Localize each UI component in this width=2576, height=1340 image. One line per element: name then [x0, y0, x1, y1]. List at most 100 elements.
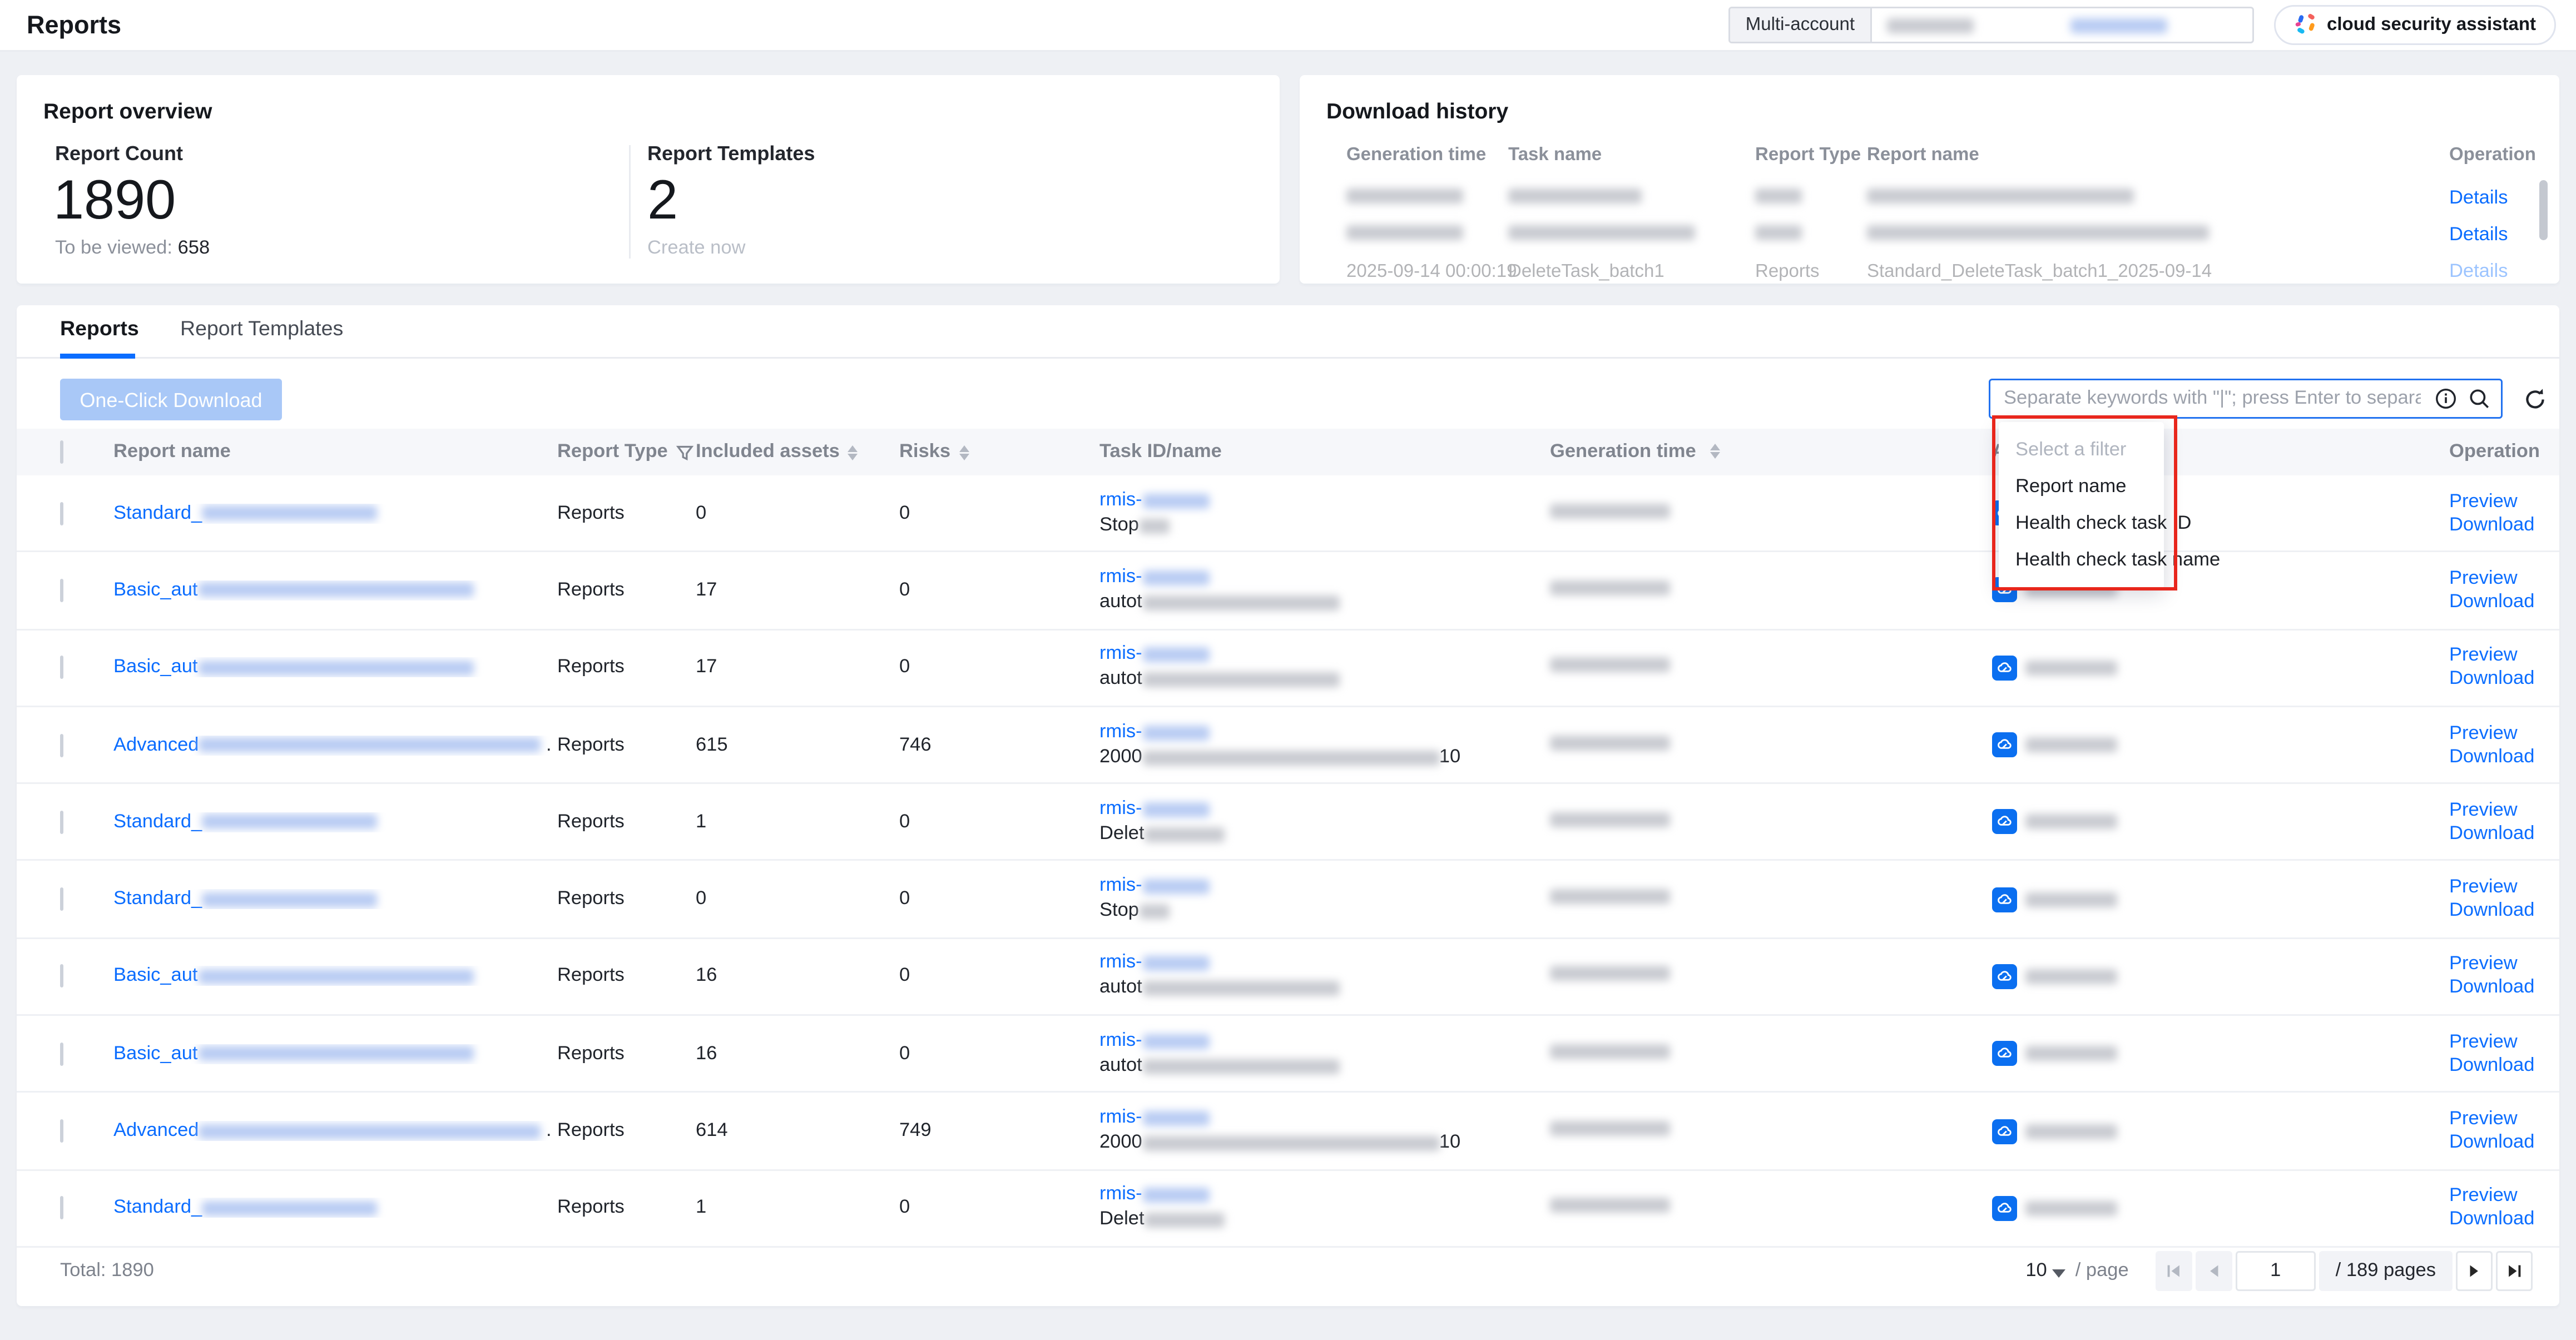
- next-page-button[interactable]: [2456, 1251, 2493, 1291]
- download-link[interactable]: Download: [2449, 978, 2535, 999]
- included-assets-cell: 0: [696, 503, 707, 523]
- page-size-select[interactable]: 10: [2025, 1261, 2065, 1281]
- row-checkbox[interactable]: [60, 733, 63, 757]
- preview-link[interactable]: Preview: [2449, 800, 2518, 821]
- sort-generation-time-icon[interactable]: [1710, 444, 1720, 460]
- redacted-account-name: [2025, 660, 2117, 676]
- preview-link[interactable]: Preview: [2449, 955, 2518, 975]
- download-link[interactable]: Download: [2449, 1055, 2535, 1076]
- sort-included-assets-icon[interactable]: [848, 444, 858, 460]
- search-icon[interactable]: [2468, 387, 2491, 410]
- report-name-link[interactable]: Standard_: [113, 1198, 202, 1218]
- preview-link[interactable]: Preview: [2449, 646, 2518, 666]
- report-name-link[interactable]: Basic_aut: [113, 1044, 198, 1064]
- account-segment-2[interactable]: [2055, 8, 2252, 42]
- task-name-line: Stop: [1099, 899, 1550, 924]
- download-link[interactable]: Download: [2449, 1209, 2535, 1230]
- report-name-cell: Advanced .: [113, 1121, 557, 1141]
- account-switcher[interactable]: Multi-account: [1728, 7, 2254, 43]
- multi-account-button[interactable]: Multi-account: [1730, 8, 1872, 42]
- account-cell: [1992, 886, 2449, 912]
- row-checkbox[interactable]: [60, 887, 63, 911]
- operation-cell: Preview Download: [2449, 1187, 2549, 1230]
- row-checkbox[interactable]: [60, 1042, 63, 1066]
- row-checkbox[interactable]: [60, 810, 63, 834]
- download-link[interactable]: Download: [2449, 592, 2535, 612]
- task-id-link[interactable]: rmis-: [1099, 489, 1142, 510]
- task-id-link[interactable]: rmis-: [1099, 1108, 1142, 1128]
- redacted-report-name: [202, 1200, 378, 1216]
- details-link[interactable]: Details: [2449, 188, 2508, 209]
- preview-link[interactable]: Preview: [2449, 1032, 2518, 1053]
- report-name-link[interactable]: Basic_aut: [113, 966, 198, 987]
- filter-option-task-id[interactable]: Health check task ID: [2015, 514, 2192, 534]
- report-name-link[interactable]: Standard_: [113, 812, 202, 832]
- to-be-viewed-label: To be viewed:: [55, 239, 172, 259]
- redacted-task-name: [1139, 518, 1170, 533]
- download-link[interactable]: Download: [2449, 514, 2535, 535]
- download-link[interactable]: Download: [2449, 746, 2535, 767]
- account-segment[interactable]: [1871, 8, 2055, 42]
- refresh-icon[interactable]: [2523, 387, 2548, 412]
- filter-option-task-name[interactable]: Health check task name: [2015, 550, 2221, 570]
- report-name-link[interactable]: Basic_aut: [113, 580, 198, 600]
- task-id-line: rmis-: [1099, 1183, 1550, 1208]
- report-name-link[interactable]: Advanced: [113, 734, 199, 755]
- col-task-id-name: Task ID/name: [1099, 442, 1222, 462]
- row-checkbox[interactable]: [60, 578, 63, 602]
- search-input[interactable]: [1990, 389, 2434, 409]
- report-name-link[interactable]: Standard_: [113, 889, 202, 910]
- row-checkbox[interactable]: [60, 1119, 63, 1143]
- filter-funnel-icon[interactable]: [676, 443, 695, 461]
- row-checkbox[interactable]: [60, 965, 63, 989]
- task-id-link[interactable]: rmis-: [1099, 644, 1142, 664]
- select-all-checkbox[interactable]: [60, 440, 63, 464]
- account-cell: [1992, 655, 2449, 681]
- last-page-button[interactable]: [2496, 1251, 2533, 1291]
- report-name-link[interactable]: Advanced: [113, 1121, 199, 1142]
- prev-page-button[interactable]: [2195, 1251, 2232, 1291]
- download-link[interactable]: Download: [2449, 669, 2535, 689]
- task-id-link[interactable]: rmis-: [1099, 953, 1142, 974]
- task-id-line: rmis-: [1099, 1106, 1550, 1131]
- task-cell: rmis- Stop: [1099, 874, 1550, 924]
- row-checkbox[interactable]: [60, 1196, 63, 1220]
- task-id-link[interactable]: rmis-: [1099, 876, 1142, 896]
- included-assets-cell: 615: [696, 734, 728, 755]
- history-scrollbar[interactable]: [2539, 180, 2548, 240]
- details-link[interactable]: Details: [2449, 262, 2508, 282]
- table-row: Standard_ Reports 1 0 rmis- Delet Preview Downl…: [17, 785, 2559, 862]
- redacted-task-name: [1142, 981, 1339, 997]
- tab-report-templates[interactable]: Report Templates: [180, 317, 344, 340]
- search-box[interactable]: [1989, 379, 2503, 419]
- details-link[interactable]: Details: [2449, 225, 2508, 245]
- preview-link[interactable]: Preview: [2449, 723, 2518, 743]
- report-name-link[interactable]: Basic_aut: [113, 657, 198, 678]
- create-now-link[interactable]: Create now: [647, 239, 746, 259]
- task-id-link[interactable]: rmis-: [1099, 798, 1142, 819]
- task-id-link[interactable]: rmis-: [1099, 1184, 1142, 1205]
- preview-link[interactable]: Preview: [2449, 1109, 2518, 1130]
- info-icon[interactable]: [2434, 387, 2458, 410]
- current-page-input[interactable]: 1: [2235, 1251, 2316, 1291]
- preview-link[interactable]: Preview: [2449, 1186, 2518, 1207]
- task-id-link[interactable]: rmis-: [1099, 1030, 1142, 1051]
- tab-reports[interactable]: Reports: [60, 317, 139, 340]
- sort-risks-icon[interactable]: [959, 444, 969, 460]
- one-click-download-button[interactable]: One-Click Download: [60, 379, 282, 420]
- download-link[interactable]: Download: [2449, 901, 2535, 921]
- cloud-security-assistant-button[interactable]: cloud security assistant: [2273, 5, 2556, 45]
- preview-link[interactable]: Preview: [2449, 491, 2518, 512]
- preview-link[interactable]: Preview: [2449, 568, 2518, 589]
- preview-link[interactable]: Preview: [2449, 877, 2518, 898]
- download-link[interactable]: Download: [2449, 1133, 2535, 1153]
- filter-option-report-name[interactable]: Report name: [2015, 477, 2127, 497]
- first-page-button[interactable]: [2155, 1251, 2192, 1291]
- row-checkbox[interactable]: [60, 656, 63, 679]
- row-checkbox[interactable]: [60, 501, 63, 525]
- download-link[interactable]: Download: [2449, 823, 2535, 844]
- task-id-link[interactable]: rmis-: [1099, 567, 1142, 587]
- task-id-link[interactable]: rmis-: [1099, 721, 1142, 742]
- report-name-link[interactable]: Standard_: [113, 503, 202, 523]
- task-name-line: autot: [1099, 590, 1550, 616]
